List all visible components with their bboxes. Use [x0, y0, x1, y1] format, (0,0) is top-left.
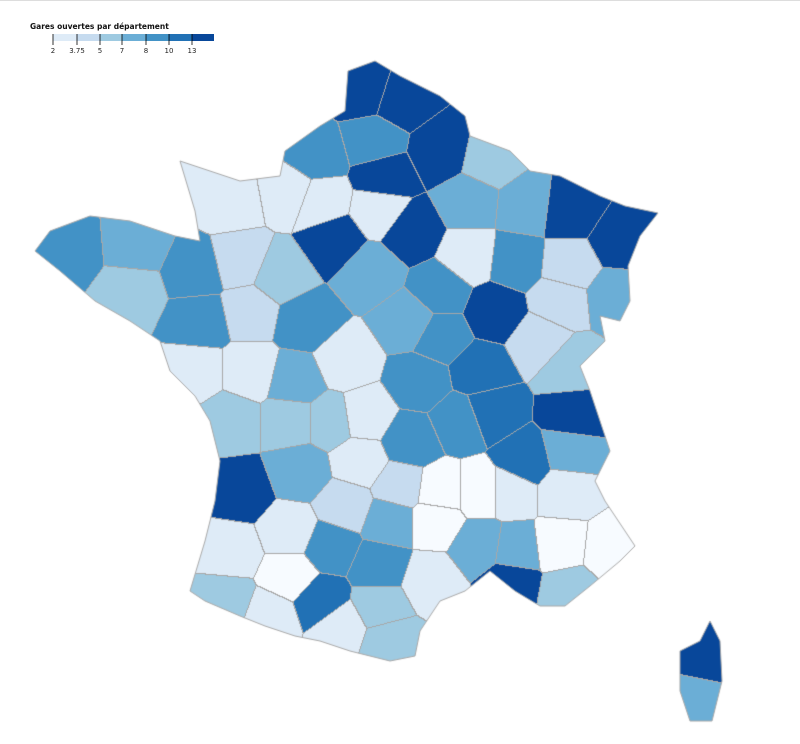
legend-ticks: 2 3.75 5 7 8 10 13 — [51, 34, 197, 55]
legend-swatch — [53, 34, 77, 41]
legend-tick-label: 10 — [165, 47, 174, 55]
legend-swatch — [100, 34, 122, 41]
legend-tick-label: 7 — [120, 47, 124, 55]
legend-swatch — [192, 34, 214, 41]
legend-color-bar — [53, 34, 214, 41]
legend-swatch — [146, 34, 169, 41]
legend-tick-label: 2 — [51, 47, 55, 55]
legend-swatch — [77, 34, 100, 41]
legend-tick-label: 8 — [144, 47, 148, 55]
legend-tick-label: 5 — [98, 47, 102, 55]
legend-title: Gares ouvertes par département — [30, 22, 169, 31]
legend-tick-label: 3.75 — [69, 47, 85, 55]
legend-swatch — [122, 34, 146, 41]
legend-tick-label: 13 — [188, 47, 197, 55]
legend-swatch — [169, 34, 192, 41]
legend: Gares ouvertes par département 2 3.75 5 7 8 1… — [30, 22, 214, 55]
